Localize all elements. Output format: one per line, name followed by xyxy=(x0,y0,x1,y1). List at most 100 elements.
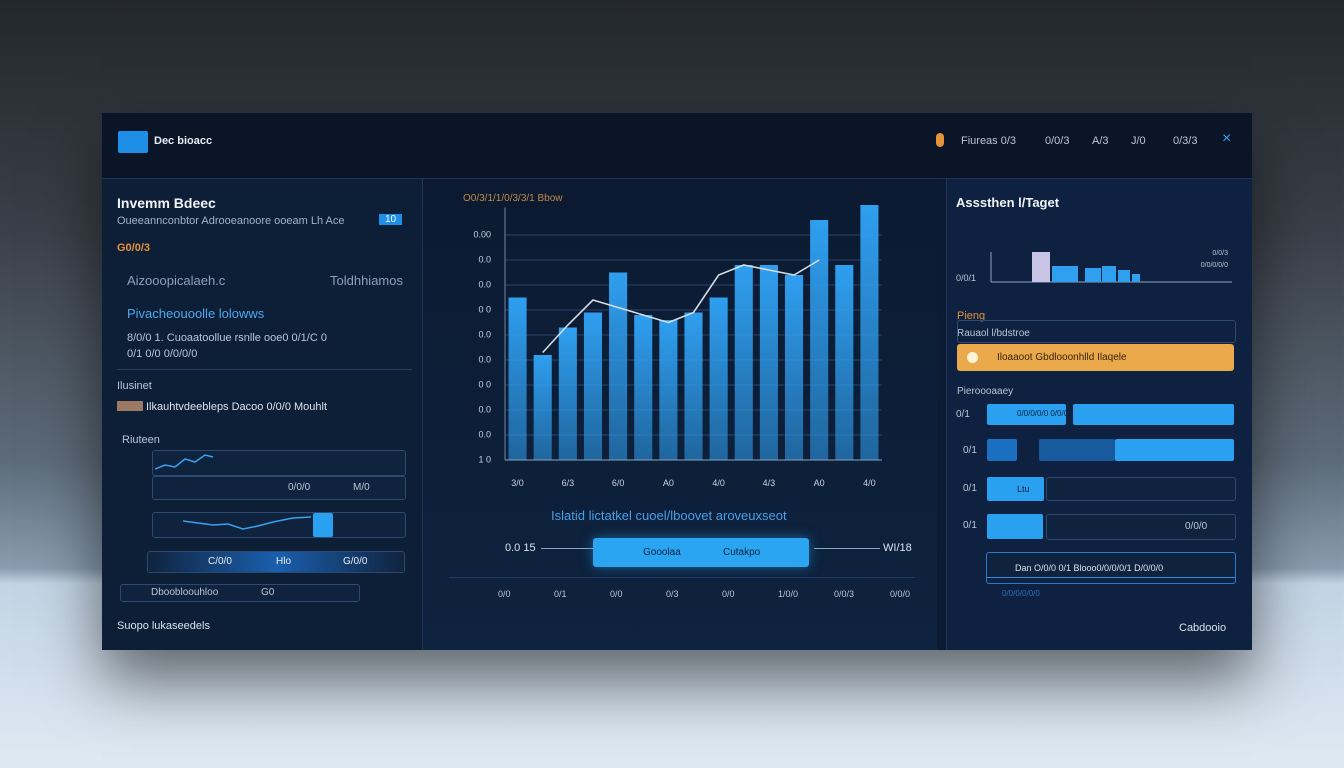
swatch xyxy=(117,401,143,411)
range-start: 0.0 15 xyxy=(505,542,536,554)
badge: 10 xyxy=(379,214,403,225)
bar xyxy=(533,355,552,460)
timeline-line xyxy=(987,577,1235,578)
dashboard: Dec bioacc Fiureas 0/3 0/0/3 A/3 J/0 0/3… xyxy=(102,113,1252,650)
left-panel: Invemm Bdeec Oueeannconbtor Adrooeanoore… xyxy=(102,179,423,650)
slider-thumb[interactable] xyxy=(313,513,333,537)
bar xyxy=(709,297,728,460)
logo-text: Dec bioacc xyxy=(154,135,213,147)
panel-title: Asssthen l/Taget xyxy=(956,195,1060,210)
nav-item[interactable]: 0/0/3 xyxy=(1045,135,1070,147)
slider-row[interactable] xyxy=(152,512,406,538)
amount: G0/0/3 xyxy=(117,242,151,254)
list-title: Pieroooaaey xyxy=(957,386,1014,397)
range-slider[interactable]: C/0/0 Hlo G/0/0 xyxy=(147,551,405,573)
button-text: Gooolaa xyxy=(643,547,681,558)
mini-bar xyxy=(1102,266,1116,282)
x-tick-label: 4/0 xyxy=(863,478,876,488)
user-icon xyxy=(936,133,944,147)
bar xyxy=(684,312,703,460)
mini-bar xyxy=(1032,252,1050,282)
footer-label: 0/0/0 xyxy=(890,589,911,599)
row-label: Aizooopicalaeh.c xyxy=(127,273,226,288)
bar xyxy=(659,320,678,460)
bar xyxy=(810,220,829,460)
footer-label: 0/0 xyxy=(498,589,511,599)
footer-label: 0/1 xyxy=(554,589,567,599)
section-title: Pieng xyxy=(957,310,986,322)
mini-bar xyxy=(1052,266,1078,282)
sparkline xyxy=(183,516,312,530)
input-row[interactable] xyxy=(152,450,406,476)
footer-label: 0/0 xyxy=(722,589,735,599)
row-label: 0/1 xyxy=(963,445,977,456)
detail: 8/0/0 1. Cuoaatoollue rsnlle ooe0 0/1/C … xyxy=(127,332,327,344)
y-tick-label: 0.0 xyxy=(478,354,491,364)
chart-caption: Islatid lictatkel cuoel/lboovet aroveuxs… xyxy=(551,508,787,523)
nav-item[interactable]: 0/3/3 xyxy=(1173,135,1198,147)
range-line xyxy=(541,548,593,549)
row-label: 0/1 xyxy=(956,409,970,420)
progress: Ltu xyxy=(987,477,1044,501)
logo-icon xyxy=(118,131,148,153)
select[interactable]: Dboobloouhloo G0 xyxy=(120,584,360,602)
button-icon xyxy=(967,352,978,363)
range-line xyxy=(814,548,880,549)
range-button[interactable]: Gooolaa Cutakpo xyxy=(593,538,809,567)
footer-text: Suopo lukaseedels xyxy=(117,620,210,632)
progress: 0/0/0/0/0 0/0/0 0/0/0/0 xyxy=(987,404,1095,425)
x-tick-label: 4/0 xyxy=(712,478,725,488)
x-tick-label: 6/3 xyxy=(562,478,575,488)
header: Dec bioacc Fiureas 0/3 0/0/3 A/3 J/0 0/3… xyxy=(102,113,1252,179)
range-end: WI/18 xyxy=(883,542,912,554)
nav-item[interactable]: Fiureas 0/3 xyxy=(961,135,1017,147)
input-label: Rauaol l/bdstroe xyxy=(957,328,1030,339)
panel-title: Invemm Bdeec xyxy=(117,195,216,211)
chart-title: O0/3/1/1/0/3/3/1 Bbow xyxy=(463,193,563,204)
primary-button[interactable]: Iloaaoot Gbdlooonhlld Ilaqele xyxy=(957,344,1234,371)
bar xyxy=(508,297,527,460)
x-tick-label: A0 xyxy=(663,478,674,488)
mini-bar xyxy=(1085,268,1101,282)
row-text: Ltu xyxy=(1017,484,1030,494)
list-title: Riuteen xyxy=(122,434,160,446)
y-tick-label: 0 0 xyxy=(478,304,491,314)
bar xyxy=(734,265,753,460)
mini-legend: 0/0/3 xyxy=(1212,250,1228,257)
y-tick-label: 0 0 xyxy=(478,379,491,389)
detail: 0/1 0/0 0/0/0/0 xyxy=(127,348,198,360)
progress-track: 0/0/0 xyxy=(1046,514,1236,540)
bar xyxy=(558,327,577,460)
input-row[interactable]: 0/0/0 M/0 xyxy=(152,476,406,500)
button-text: Cutakpo xyxy=(723,547,761,558)
group-label: Ilusinet xyxy=(117,380,152,392)
mini-bar xyxy=(1118,270,1130,282)
y-tick-label: 0.00 xyxy=(473,229,491,239)
bar xyxy=(583,312,603,460)
bar xyxy=(634,315,653,460)
mini-label: 0/0/1 xyxy=(956,273,977,283)
select-text: Dboobloouhloo xyxy=(151,587,219,598)
nav-item[interactable]: J/0 xyxy=(1131,135,1146,147)
trend-line xyxy=(542,259,820,354)
slider-label: G/0/0 xyxy=(343,556,368,567)
footer-text[interactable]: Cabdooio xyxy=(1179,622,1227,634)
footer-label: 0/3 xyxy=(666,589,679,599)
y-tick-label: 0.0 xyxy=(478,404,491,414)
mini-bar xyxy=(1132,274,1140,282)
footer-label: 0/0/3 xyxy=(834,589,855,599)
footer-label: 0/0 xyxy=(610,589,623,599)
input[interactable] xyxy=(957,320,1236,343)
section-title: Pivacheouoolle lolowws xyxy=(127,306,265,321)
nav-item[interactable]: A/3 xyxy=(1092,135,1109,147)
timeline-box: Dan O/0/0 0/1 Blooo0/0/0/0/1 D/0/0/0 xyxy=(986,552,1236,584)
close-button[interactable]: × xyxy=(1222,130,1232,147)
progress xyxy=(987,514,1043,539)
row-label: 0/1 xyxy=(963,483,977,494)
row-label: 0/1 xyxy=(963,520,977,531)
divider xyxy=(117,369,412,370)
row-text: 0/0/0/0/0 0/0/0 0/0/0/0 xyxy=(1017,409,1095,418)
x-tick-label: 3/0 xyxy=(511,478,524,488)
button-text: Iloaaoot Gbdlooonhlld Ilaqele xyxy=(997,352,1127,363)
bar xyxy=(860,205,879,460)
